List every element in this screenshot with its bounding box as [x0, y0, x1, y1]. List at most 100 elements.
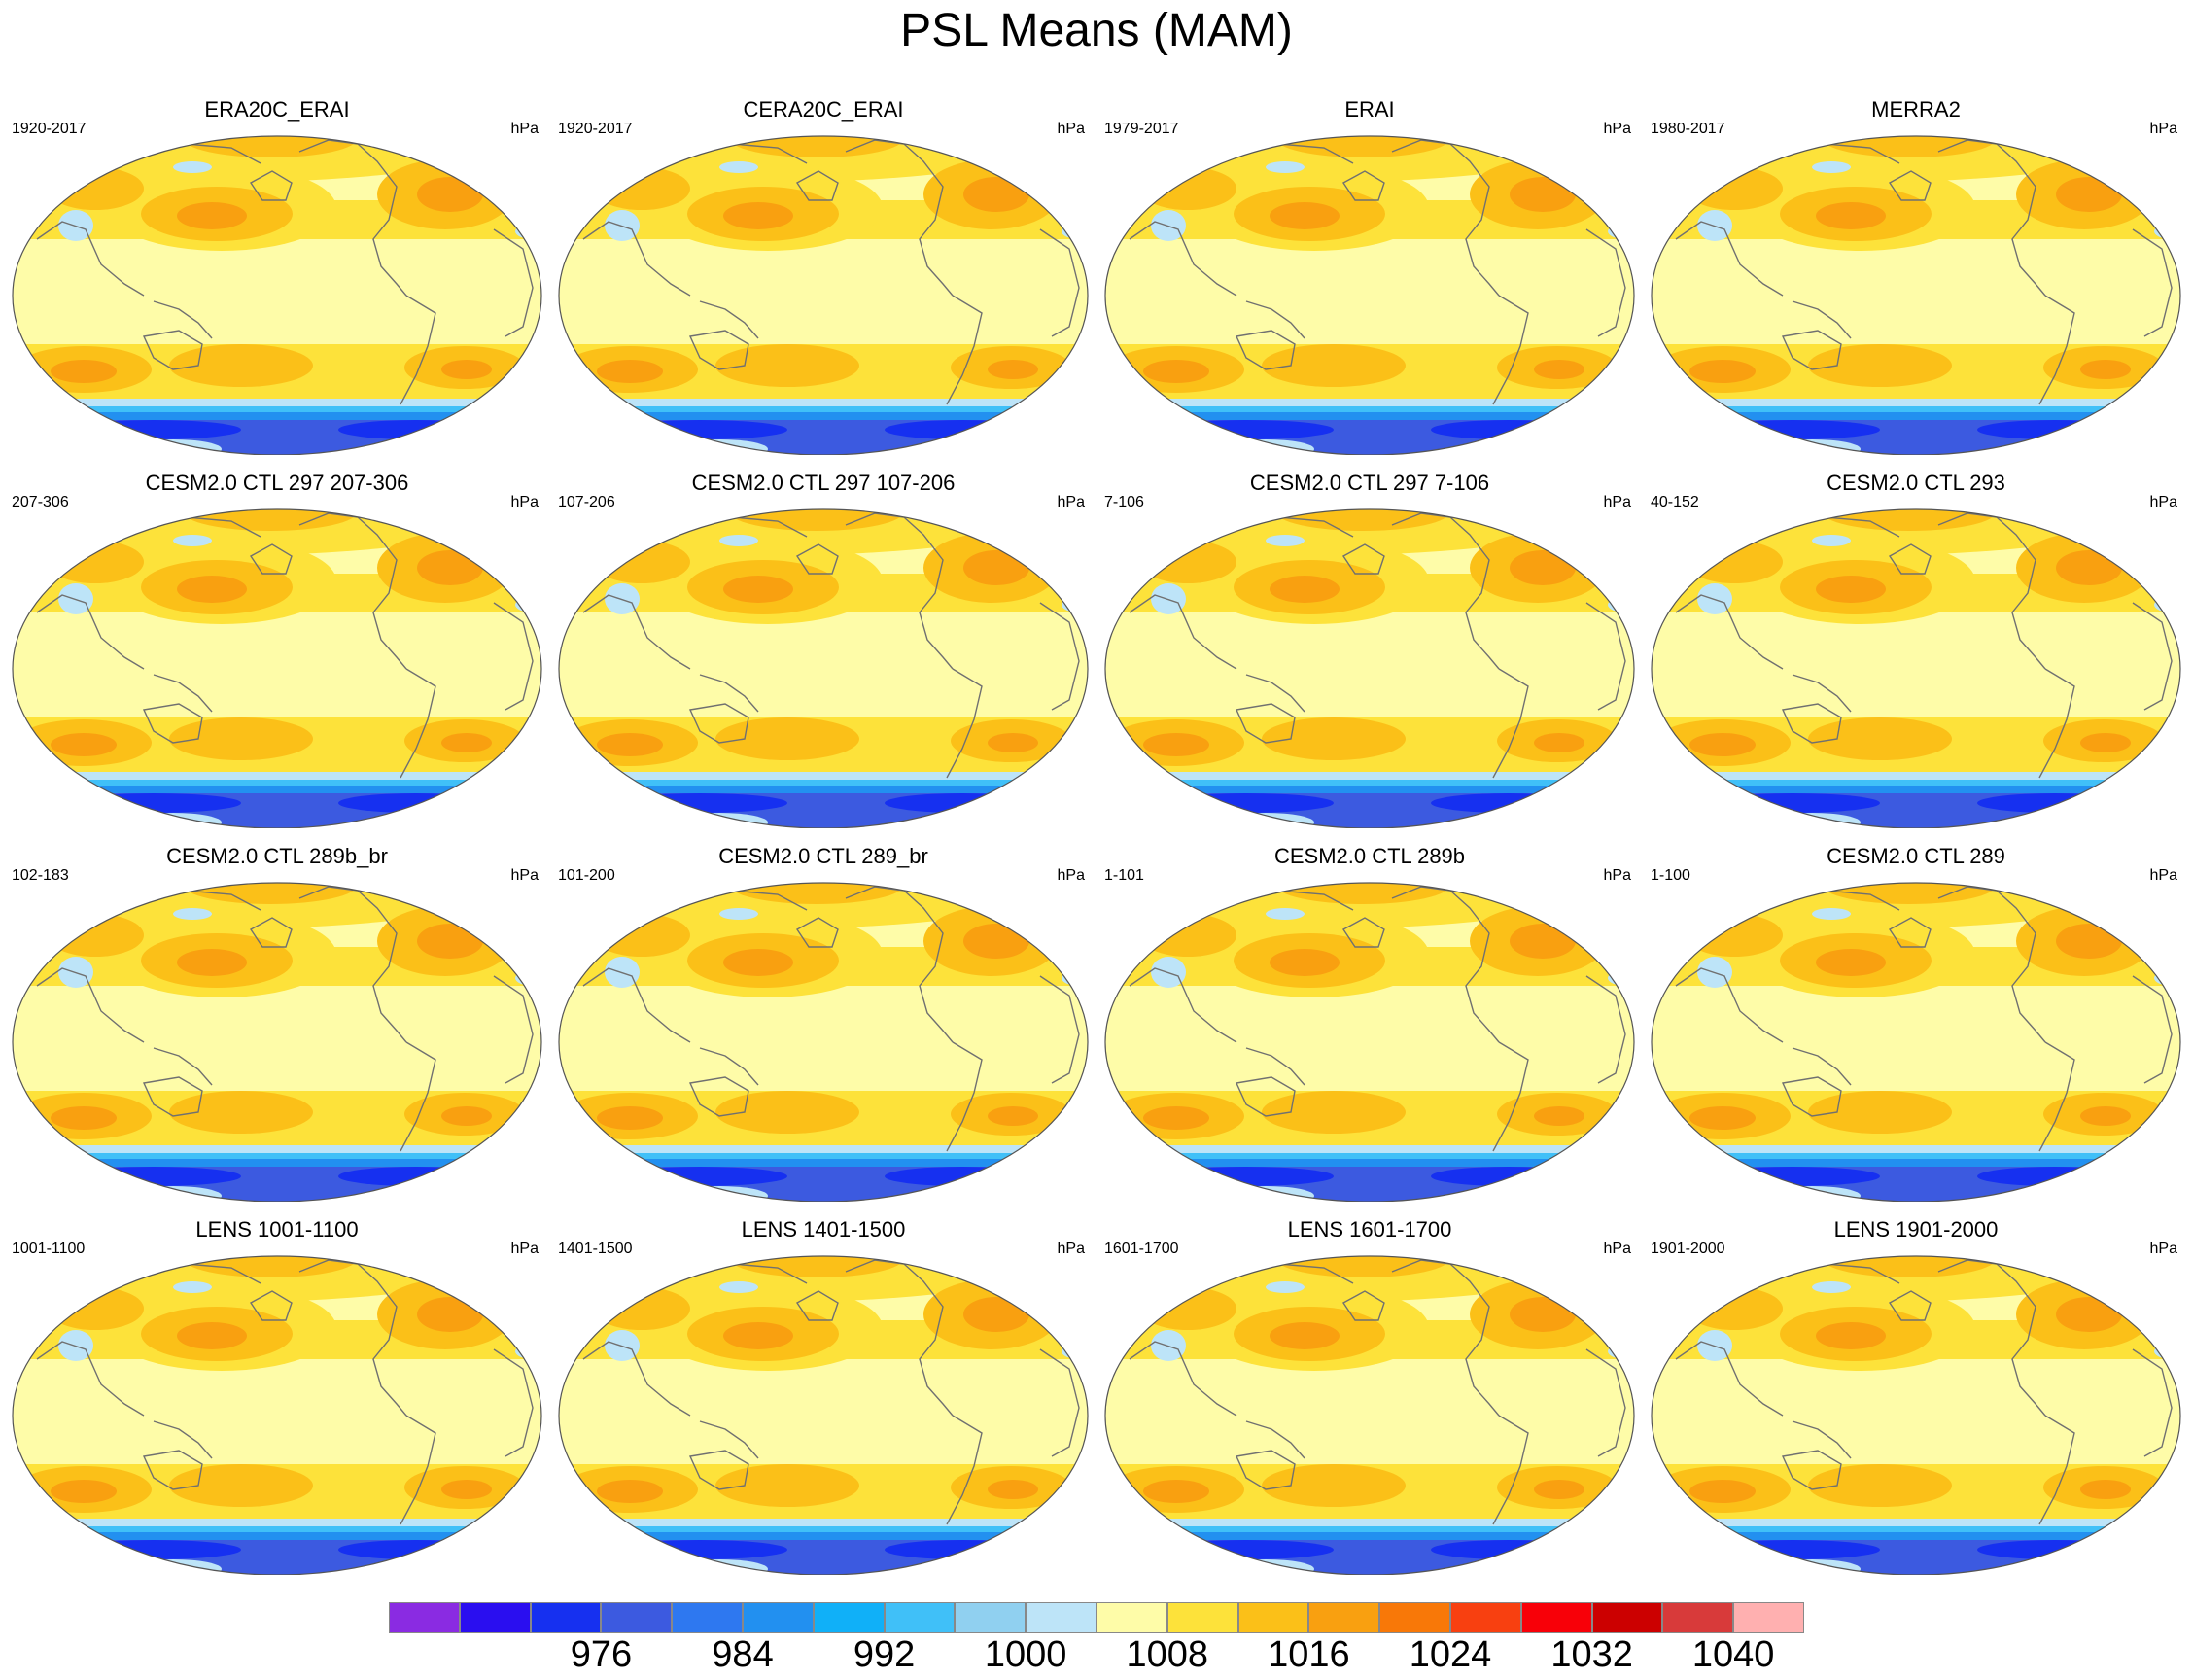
map-panel: CERA20C_ERAI 1920-2017 hPa: [554, 93, 1093, 455]
colorbar-box: [1733, 1602, 1804, 1633]
panel-period: 1980-2017: [1651, 121, 1725, 137]
colorbar-box: [1308, 1602, 1380, 1633]
panel-period: 1920-2017: [558, 121, 633, 137]
panel-period: 1401-1500: [558, 1241, 633, 1257]
colorbar-box: [1450, 1602, 1521, 1633]
psl-map: [1651, 1255, 2181, 1575]
psl-map: [1104, 508, 1635, 828]
panel-title: CESM2.0 CTL 297 107-206: [691, 471, 956, 495]
panel-title: CESM2.0 CTL 297 207-306: [145, 471, 409, 495]
colorbar-box: [1237, 1602, 1309, 1633]
panel-title: MERRA2: [1871, 97, 1961, 122]
psl-map: [1651, 508, 2181, 828]
map-panel: ERAI 1979-2017 hPa: [1100, 93, 1639, 455]
map-field: [13, 509, 541, 828]
colorbar-box: [1096, 1602, 1167, 1633]
map-field: [13, 883, 541, 1202]
panel-period: 107-206: [558, 494, 615, 510]
map-field: [1652, 136, 2180, 455]
psl-map: [12, 508, 542, 828]
panel-units: hPa: [2149, 1241, 2177, 1257]
colorbar-tick-label: 1016: [1268, 1634, 1350, 1675]
map-panel: LENS 1001-1100 1001-1100 hPa: [8, 1213, 546, 1575]
map-field: [559, 883, 1088, 1202]
colorbar-tick-label: 1008: [1126, 1634, 1209, 1675]
map-field: [13, 136, 541, 455]
map-field: [1105, 883, 1634, 1202]
panel-title: CESM2.0 CTL 293: [1827, 471, 2005, 495]
panel-units: hPa: [2149, 494, 2177, 510]
colorbar-tick-label: 1000: [984, 1634, 1067, 1675]
panel-units: hPa: [1603, 121, 1631, 137]
psl-map: [12, 135, 542, 455]
panel-units: hPa: [510, 867, 539, 884]
colorbar-tick-label: 976: [570, 1634, 633, 1675]
psl-map: [1104, 1255, 1635, 1575]
panel-title: CESM2.0 CTL 289b: [1273, 844, 1466, 868]
colorbar-box: [813, 1602, 885, 1633]
map-panel: CESM2.0 CTL 297 107-206 107-206 hPa: [554, 467, 1093, 828]
colorbar-box: [530, 1602, 602, 1633]
figure-title: PSL Means (MAM): [900, 5, 1293, 56]
panel-title: LENS 1401-1500: [741, 1217, 906, 1242]
map-panel: CESM2.0 CTL 297 207-306 207-306 hPa: [8, 467, 546, 828]
panel-period: 1601-1700: [1104, 1241, 1179, 1257]
psl-map: [1651, 135, 2181, 455]
panel-period: 1901-2000: [1651, 1241, 1725, 1257]
panel-period: 1-100: [1651, 867, 1690, 884]
panel-units: hPa: [1057, 494, 1085, 510]
panel-title: CESM2.0 CTL 289_br: [718, 844, 928, 868]
map-panel: CESM2.0 CTL 289_br 101-200 hPa: [554, 840, 1093, 1202]
panel-units: hPa: [510, 494, 539, 510]
colorbar-box: [1166, 1602, 1238, 1633]
colorbar-box: [672, 1602, 743, 1633]
psl-map: [558, 1255, 1089, 1575]
panel-units: hPa: [510, 121, 539, 137]
colorbar-box: [884, 1602, 956, 1633]
psl-map: [1104, 882, 1635, 1202]
panel-title: LENS 1601-1700: [1287, 1217, 1452, 1242]
colorbar-box: [955, 1602, 1027, 1633]
panel-title: CERA20C_ERAI: [743, 97, 904, 122]
panel-units: hPa: [1057, 1241, 1085, 1257]
psl-map: [558, 508, 1089, 828]
map-field: [559, 1256, 1088, 1575]
colorbar-tick-label: 1032: [1550, 1634, 1633, 1675]
map-panel: CESM2.0 CTL 293 40-152 hPa: [1647, 467, 2185, 828]
colorbar-tick-label: 992: [853, 1634, 916, 1675]
colorbar-box: [1379, 1602, 1450, 1633]
panel-period: 102-183: [12, 867, 69, 884]
panel-period: 1920-2017: [12, 121, 87, 137]
map-field: [1652, 1256, 2180, 1575]
panel-title: LENS 1901-2000: [1833, 1217, 1999, 1242]
map-panel: LENS 1901-2000 1901-2000 hPa: [1647, 1213, 2185, 1575]
panel-period: 1001-1100: [12, 1241, 86, 1257]
panel-units: hPa: [510, 1241, 539, 1257]
map-field: [1105, 1256, 1634, 1575]
map-panel: MERRA2 1980-2017 hPa: [1647, 93, 2185, 455]
panel-period: 1-101: [1104, 867, 1144, 884]
psl-map: [12, 882, 542, 1202]
colorbar-tick-label: 1040: [1691, 1634, 1775, 1675]
colorbar-box: [1591, 1602, 1663, 1633]
colorbar-tick-label: 1024: [1409, 1634, 1492, 1675]
map-panel: LENS 1401-1500 1401-1500 hPa: [554, 1213, 1093, 1575]
panel-period: 7-106: [1104, 494, 1144, 510]
psl-map: [1104, 135, 1635, 455]
panel-title: LENS 1001-1100: [195, 1217, 359, 1242]
map-field: [1652, 509, 2180, 828]
psl-map: [12, 1255, 542, 1575]
map-panel: LENS 1601-1700 1601-1700 hPa: [1100, 1213, 1639, 1575]
psl-map: [558, 135, 1089, 455]
colorbar-box: [601, 1602, 673, 1633]
panel-title: ERAI: [1344, 97, 1395, 122]
colorbar-box: [459, 1602, 531, 1633]
panel-units: hPa: [1603, 867, 1631, 884]
map-field: [1652, 883, 2180, 1202]
panel-period: 40-152: [1651, 494, 1699, 510]
colorbar-box: [1026, 1602, 1096, 1633]
colorbar-tick-label: 984: [712, 1634, 774, 1675]
map-field: [13, 1256, 541, 1575]
colorbar-box: [1520, 1602, 1592, 1633]
colorbar: [389, 1602, 1804, 1633]
